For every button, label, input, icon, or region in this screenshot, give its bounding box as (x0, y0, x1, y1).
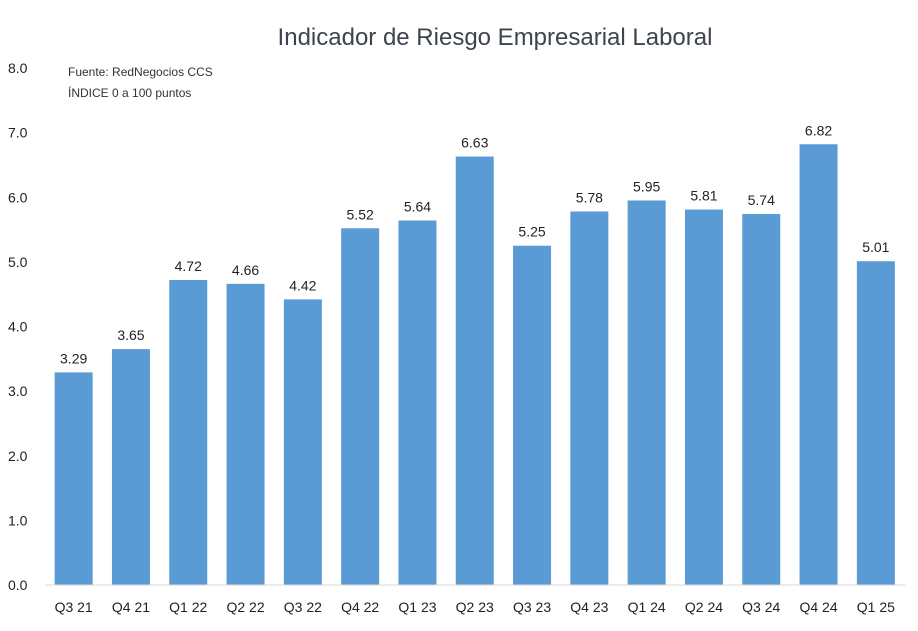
y-tick-label: 4.0 (8, 319, 28, 335)
data-label: 4.66 (232, 262, 259, 278)
bar (513, 245, 552, 585)
data-label: 5.78 (576, 189, 603, 205)
bar (283, 299, 322, 585)
x-tick-label: Q3 24 (742, 599, 780, 615)
y-tick-label: 7.0 (8, 125, 28, 141)
bar (341, 228, 380, 585)
data-label: 3.29 (60, 350, 87, 366)
x-tick-label: Q3 22 (284, 599, 322, 615)
data-label: 5.74 (748, 192, 775, 208)
bar (799, 144, 838, 585)
x-tick-label: Q1 22 (169, 599, 207, 615)
y-tick-label: 1.0 (8, 512, 28, 528)
data-label: 5.25 (518, 224, 545, 240)
bar (111, 349, 150, 585)
units-note: ÍNDICE 0 a 100 puntos (68, 85, 191, 100)
x-tick-label: Q3 23 (513, 599, 551, 615)
bar (570, 211, 609, 585)
data-label: 6.82 (805, 122, 832, 138)
x-tick-label: Q1 24 (628, 599, 666, 615)
bar (169, 279, 208, 585)
data-label: 4.42 (289, 277, 316, 293)
data-label: 4.72 (175, 258, 202, 274)
data-label: 5.01 (862, 239, 889, 255)
data-label: 5.52 (347, 206, 374, 222)
data-label: 5.95 (633, 178, 660, 194)
data-label: 5.64 (404, 199, 431, 215)
y-tick-label: 8.0 (8, 60, 28, 76)
bar (226, 283, 265, 585)
bar (455, 156, 494, 585)
bar (856, 261, 895, 585)
x-tick-label: Q2 22 (226, 599, 264, 615)
x-tick-label: Q2 23 (456, 599, 494, 615)
x-tick-label: Q4 24 (799, 599, 837, 615)
source-note: Fuente: RedNegocios CCS (68, 65, 213, 79)
y-tick-label: 3.0 (8, 383, 28, 399)
x-tick-label: Q3 21 (55, 599, 93, 615)
x-tick-label: Q4 22 (341, 599, 379, 615)
y-tick-label: 5.0 (8, 254, 28, 270)
data-label: 6.63 (461, 135, 488, 151)
bar (627, 200, 666, 585)
x-tick-label: Q2 24 (685, 599, 723, 615)
chart-title: Indicador de Riesgo Empresarial Laboral (278, 24, 713, 51)
x-tick-label: Q4 23 (570, 599, 608, 615)
y-tick-label: 6.0 (8, 189, 28, 205)
bar (398, 220, 437, 585)
x-tick-label: Q4 21 (112, 599, 150, 615)
y-tick-label: 2.0 (8, 448, 28, 464)
bar (742, 214, 781, 586)
bar (684, 209, 723, 585)
y-tick-label: 0.0 (8, 577, 28, 593)
x-tick-label: Q1 23 (398, 599, 436, 615)
x-tick-label: Q1 25 (857, 599, 895, 615)
bar (54, 372, 93, 585)
data-label: 3.65 (117, 327, 144, 343)
data-label: 5.81 (690, 188, 717, 204)
